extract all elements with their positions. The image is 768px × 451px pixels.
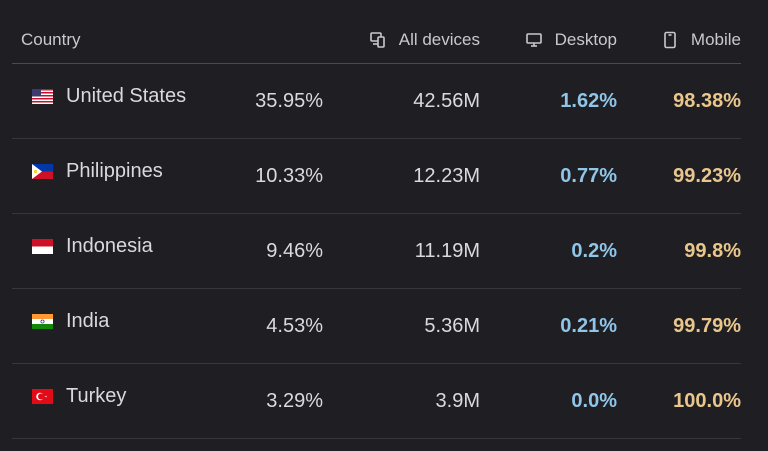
all-devices-value: 11.19M xyxy=(414,240,480,262)
mobile-share: 99.23% xyxy=(673,165,741,187)
traffic-share: 4.53% xyxy=(266,315,323,337)
country-device-table: Country All devices Desktop xyxy=(12,0,741,439)
devices-icon xyxy=(369,31,387,49)
tr-flag-icon xyxy=(32,389,53,404)
desktop-share: 0.2% xyxy=(571,240,617,262)
mobile-share: 100.0% xyxy=(673,390,741,412)
table-row[interactable]: Philippines 10.33% 12.23M 0.77% 99.23% xyxy=(12,139,741,214)
country-name: Indonesia xyxy=(66,235,153,257)
mobile-share: 98.38% xyxy=(673,90,741,112)
column-header-desktop[interactable]: Desktop xyxy=(525,30,617,50)
country-name: India xyxy=(66,310,110,332)
column-header-all-devices[interactable]: All devices xyxy=(369,30,480,50)
table-row[interactable]: Indonesia 9.46% 11.19M 0.2% 99.8% xyxy=(12,214,741,289)
desktop-icon xyxy=(525,31,543,49)
mobile-share: 99.79% xyxy=(673,315,741,337)
country-name: United States xyxy=(66,85,187,107)
in-flag-icon xyxy=(32,314,53,329)
desktop-header-label: Desktop xyxy=(554,30,617,49)
all-devices-value: 5.36M xyxy=(424,315,480,337)
country-name: Turkey xyxy=(66,385,127,407)
desktop-share: 1.62% xyxy=(560,90,617,112)
desktop-share: 0.21% xyxy=(560,315,617,337)
table-row[interactable]: Turkey 3.29% 3.9M 0.0% 100.0% xyxy=(12,364,741,439)
traffic-share: 9.46% xyxy=(266,240,323,262)
column-header-mobile[interactable]: Mobile xyxy=(661,30,741,50)
traffic-share: 3.29% xyxy=(266,390,323,412)
mobile-phone-icon xyxy=(661,31,679,49)
table-header: Country All devices Desktop xyxy=(12,0,741,64)
id-flag-icon xyxy=(32,239,53,254)
column-header-country[interactable]: Country xyxy=(21,30,81,50)
country-header-label: Country xyxy=(21,30,81,49)
desktop-share: 0.77% xyxy=(560,165,617,187)
mobile-header-label: Mobile xyxy=(690,30,741,49)
table-row[interactable]: United States 35.95% 42.56M 1.62% 98.38% xyxy=(12,64,741,139)
mobile-share: 99.8% xyxy=(684,240,741,262)
table-row[interactable]: India 4.53% 5.36M 0.21% 99.79% xyxy=(12,289,741,364)
all-devices-value: 3.9M xyxy=(435,390,480,412)
traffic-share: 10.33% xyxy=(255,165,323,187)
traffic-share: 35.95% xyxy=(255,90,323,112)
all-devices-value: 42.56M xyxy=(413,90,480,112)
ph-flag-icon xyxy=(32,164,53,179)
all-devices-header-label: All devices xyxy=(398,30,480,49)
all-devices-value: 12.23M xyxy=(413,165,480,187)
country-name: Philippines xyxy=(66,160,163,182)
us-flag-icon xyxy=(32,89,53,104)
desktop-share: 0.0% xyxy=(571,390,617,412)
